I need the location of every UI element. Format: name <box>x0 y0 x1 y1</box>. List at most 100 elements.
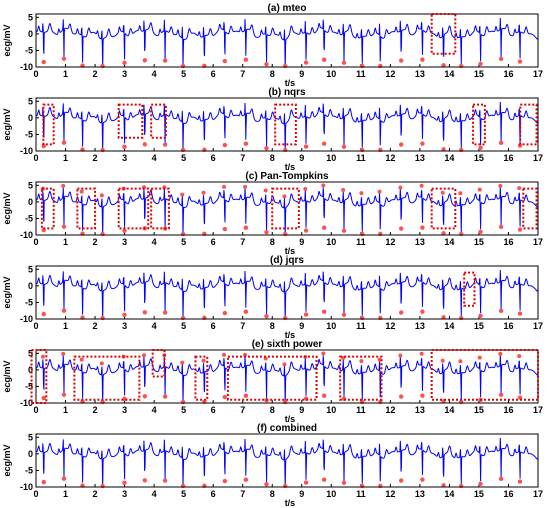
detection-marker <box>441 483 446 488</box>
detection-marker <box>283 315 288 321</box>
x-tick-label: 15 <box>474 153 484 163</box>
detection-marker <box>122 480 127 485</box>
detection-marker <box>282 362 287 367</box>
x-tick-label: 13 <box>415 69 425 79</box>
detection-marker <box>341 312 347 317</box>
detection-marker <box>321 477 327 482</box>
detection-marker <box>321 225 327 230</box>
detection-marker <box>359 191 364 196</box>
detection-marker <box>498 224 504 230</box>
detection-marker <box>441 231 446 236</box>
x-tick-label: 7 <box>240 405 245 415</box>
x-tick-label: 2 <box>93 489 98 499</box>
x-tick-label: 16 <box>503 321 513 331</box>
detection-marker <box>180 360 185 365</box>
x-tick-label: 1 <box>63 489 68 499</box>
ecg-series-line <box>36 353 538 403</box>
x-tick-label: 3 <box>122 237 127 247</box>
detection-marker <box>440 190 445 195</box>
error-box <box>226 355 318 401</box>
y-tick-label: -10 <box>20 146 33 156</box>
detection-marker <box>222 310 228 316</box>
y-tick-label: 5 <box>28 96 33 106</box>
x-tick-label: 2 <box>93 69 98 79</box>
x-tick-label: 9 <box>299 237 304 247</box>
y-tick-label: 0 <box>28 365 33 375</box>
detection-marker <box>458 315 464 321</box>
detection-marker <box>360 483 365 489</box>
x-tick-label: 10 <box>326 237 336 247</box>
y-tick-label: -5 <box>25 465 33 475</box>
x-tick-label: 5 <box>181 69 186 79</box>
x-tick-label: 0 <box>33 489 38 499</box>
detection-marker <box>440 358 445 363</box>
x-tick-label: 9 <box>299 405 304 415</box>
x-tick-label: 11 <box>356 405 366 415</box>
detection-marker <box>79 189 84 194</box>
detection-marker <box>122 312 127 317</box>
detection-marker <box>441 147 446 152</box>
x-tick-label: 10 <box>326 69 336 79</box>
x-axis-label: t/s <box>285 162 296 172</box>
x-tick-label: 15 <box>474 237 484 247</box>
x-tick-label: 3 <box>122 405 127 415</box>
y-tick-label: -5 <box>25 297 33 307</box>
x-tick-label: 7 <box>240 69 245 79</box>
y-axis-label: ecg/mV <box>2 108 12 140</box>
detection-marker <box>283 147 288 153</box>
detection-marker <box>420 309 425 314</box>
x-tick-label: 1 <box>63 405 68 415</box>
detection-marker <box>142 142 148 147</box>
detection-marker <box>377 189 382 194</box>
x-tick-label: 3 <box>122 69 127 79</box>
error-box <box>117 187 150 230</box>
y-tick-label: 5 <box>28 348 33 358</box>
detection-marker <box>321 141 327 146</box>
detection-marker <box>420 393 425 398</box>
axes-frame <box>35 13 539 68</box>
x-tick-label: 13 <box>415 321 425 331</box>
detection-marker <box>478 145 483 151</box>
y-tick-label: 0 <box>28 197 33 207</box>
detection-marker <box>341 60 347 65</box>
x-tick-label: 15 <box>474 405 484 415</box>
x-tick-label: 6 <box>211 489 216 499</box>
error-box <box>150 187 170 230</box>
y-axis-label: ecg/mV <box>2 24 12 56</box>
detection-marker <box>303 144 309 149</box>
x-tick-label: 5 <box>181 237 186 247</box>
x-tick-label: 4 <box>152 69 157 79</box>
y-tick-label: 5 <box>28 432 33 442</box>
detection-marker <box>142 394 148 399</box>
x-tick-label: 17 <box>533 405 543 415</box>
y-axis-label: ecg/mV <box>2 444 12 476</box>
detection-marker <box>222 226 228 232</box>
x-tick-label: 11 <box>356 69 366 79</box>
detection-marker <box>122 144 127 149</box>
detection-marker <box>122 228 127 233</box>
detection-marker <box>420 225 425 230</box>
y-axis-label: ecg/mV <box>2 276 12 308</box>
x-tick-label: 12 <box>385 69 395 79</box>
x-tick-label: 17 <box>533 489 543 499</box>
detection-marker <box>458 483 464 489</box>
detection-marker <box>303 228 309 233</box>
detection-marker <box>360 231 365 237</box>
panel-title: (a) mteo <box>268 3 307 14</box>
error-box <box>73 355 141 401</box>
error-box <box>42 103 55 146</box>
detection-marker <box>517 227 523 232</box>
detection-marker <box>180 147 186 153</box>
detection-marker <box>458 147 464 153</box>
detection-marker <box>142 310 148 315</box>
x-tick-label: 5 <box>181 321 186 331</box>
detection-marker <box>441 63 446 68</box>
x-tick-label: 8 <box>270 237 275 247</box>
y-tick-label: 0 <box>28 281 33 291</box>
detection-marker <box>478 229 483 235</box>
error-box <box>194 355 209 401</box>
detection-marker <box>41 59 46 65</box>
detection-marker <box>283 483 288 489</box>
